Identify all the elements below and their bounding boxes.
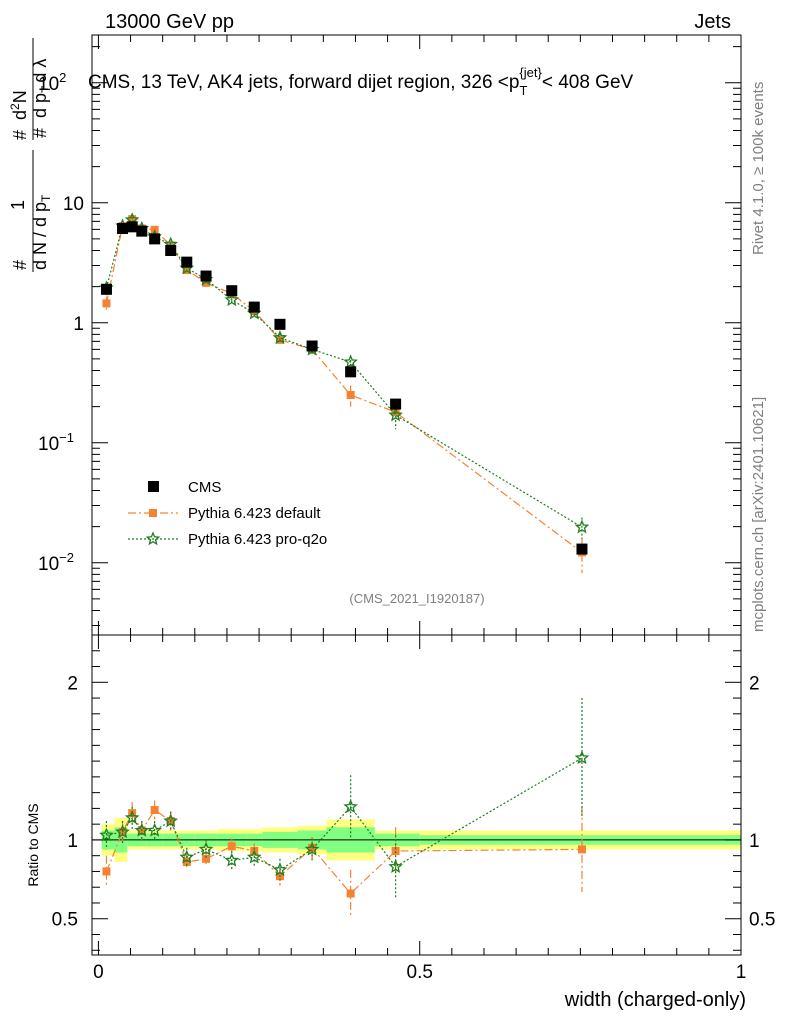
y-tick-label: 102 [38, 70, 66, 95]
ratio-panel-frame [91, 634, 742, 956]
ratio-point-2 [198, 841, 214, 856]
plot-layer: 0 0.5 1 102 10 1 10−1 10−2 0.5 0.5 1 1 2 2 [38, 34, 775, 983]
legend: CMS Pythia 6.423 default Pythia 6.423 pr… [128, 479, 327, 548]
cms-data-point [117, 223, 129, 235]
ratio-point-2 [124, 810, 140, 825]
data-point-2 [388, 407, 403, 422]
legend-proq2o-marker [145, 531, 161, 546]
cms-data-point [226, 285, 238, 297]
ratio-y-tick-label-right: 0.5 [749, 910, 775, 931]
x-tick-label: 1 [736, 962, 747, 983]
data-point-2 [574, 519, 590, 534]
x-tick-label: 0 [93, 962, 104, 983]
ratio-point-2 [388, 859, 403, 873]
ratio-point-1 [182, 857, 191, 866]
ratio-point-2 [304, 841, 320, 856]
ratio-point-2 [115, 824, 130, 839]
ratio-point-1 [150, 805, 159, 814]
cms-data-point [100, 283, 112, 295]
ratio-point-1 [577, 845, 586, 854]
svg-text:1: 1 [8, 200, 28, 210]
ratio-point-2 [179, 849, 195, 864]
y-tick-label: 10 [63, 194, 84, 215]
svg-text:#: # [30, 128, 50, 138]
legend-cms-marker [148, 481, 159, 492]
mcplots-label: mcplots.cern.ch [arXiv:2401.10621] [750, 397, 767, 632]
ratio-point-2 [272, 862, 288, 877]
svg-text:d2N: d2N [8, 90, 30, 120]
legend-default-label: Pythia 6.423 default [188, 505, 321, 522]
ratio-y-tick-label: 0.5 [52, 910, 78, 931]
svg-text:d pTd λ: d pTd λ [30, 59, 53, 118]
cms-data-point [576, 543, 588, 555]
cms-data-point [345, 366, 357, 378]
legend-star-shape [145, 531, 161, 546]
ratio-point-2 [163, 813, 179, 828]
y-tick-label: 1 [73, 314, 84, 335]
data-point-2 [272, 330, 288, 344]
y-tick-label: 10−2 [38, 550, 74, 575]
ratio-y-tick-label: 2 [67, 673, 78, 694]
energy-label: 13000 GeV pp [105, 11, 234, 33]
data-point-2 [224, 292, 240, 307]
y-tick-label: 10−1 [38, 430, 74, 455]
rivet-label: Rivet 4.1.0, ≥ 100k events [750, 82, 767, 255]
ratio-point-2 [246, 849, 262, 864]
legend-proq2o-label: Pythia 6.423 pro-q2o [188, 531, 327, 548]
data-point-1 [102, 299, 111, 308]
cms-data-point [248, 301, 260, 313]
ratio-ylabel: Ratio to CMS [25, 803, 41, 886]
legend-cms-label: CMS [188, 479, 221, 496]
ratio-point-2 [574, 750, 590, 765]
cms-data-point [274, 318, 286, 330]
svg-text:#: # [10, 260, 30, 270]
data-point-2 [343, 354, 358, 369]
data-point-1 [346, 391, 355, 399]
ratio-point-1 [102, 867, 111, 876]
chart-title: CMS, 13 TeV, AK4 jets, forward dijet reg… [88, 65, 634, 98]
x-axis-label: width (charged-only) [564, 989, 746, 1011]
ratio-point-1 [346, 889, 355, 898]
series-line-2 [105, 219, 583, 528]
ratio-point-1 [391, 846, 400, 855]
cms-data-point [306, 340, 318, 352]
svg-text:d N / d pT: d N / d pT [30, 194, 53, 270]
ratio-y-tick-label-right: 1 [749, 831, 760, 852]
top-ylabel: # 1 d N / d pT # d2N # d pTd λ [8, 38, 53, 272]
data-point-1 [202, 278, 211, 287]
series-line-1 [105, 218, 583, 553]
ratio-point-2 [224, 852, 240, 867]
analysis-id: (CMS_2021_I1920187) [349, 591, 484, 606]
ratio-point-1 [227, 842, 236, 851]
cms-data-point [181, 256, 193, 268]
cms-data-point [136, 225, 148, 237]
x-tick-label: 0.5 [407, 962, 433, 983]
ratio-point-2 [343, 799, 358, 814]
ratio-point-2 [147, 822, 162, 837]
cms-data-point [165, 245, 177, 257]
data-point-1 [128, 215, 137, 224]
svg-text:#: # [10, 130, 30, 140]
category-label: Jets [694, 11, 731, 33]
legend-default-marker [149, 509, 157, 517]
ratio-y-tick-label: 1 [67, 831, 78, 852]
cms-data-point [390, 398, 402, 410]
cms-data-point [126, 221, 138, 233]
ratio-point-2 [99, 827, 114, 842]
cms-data-point [149, 233, 161, 245]
ratio-y-tick-label-right: 2 [749, 673, 760, 694]
ratio-point-2 [134, 822, 150, 837]
cms-data-point [200, 270, 212, 282]
ratio-point-1 [202, 854, 211, 863]
